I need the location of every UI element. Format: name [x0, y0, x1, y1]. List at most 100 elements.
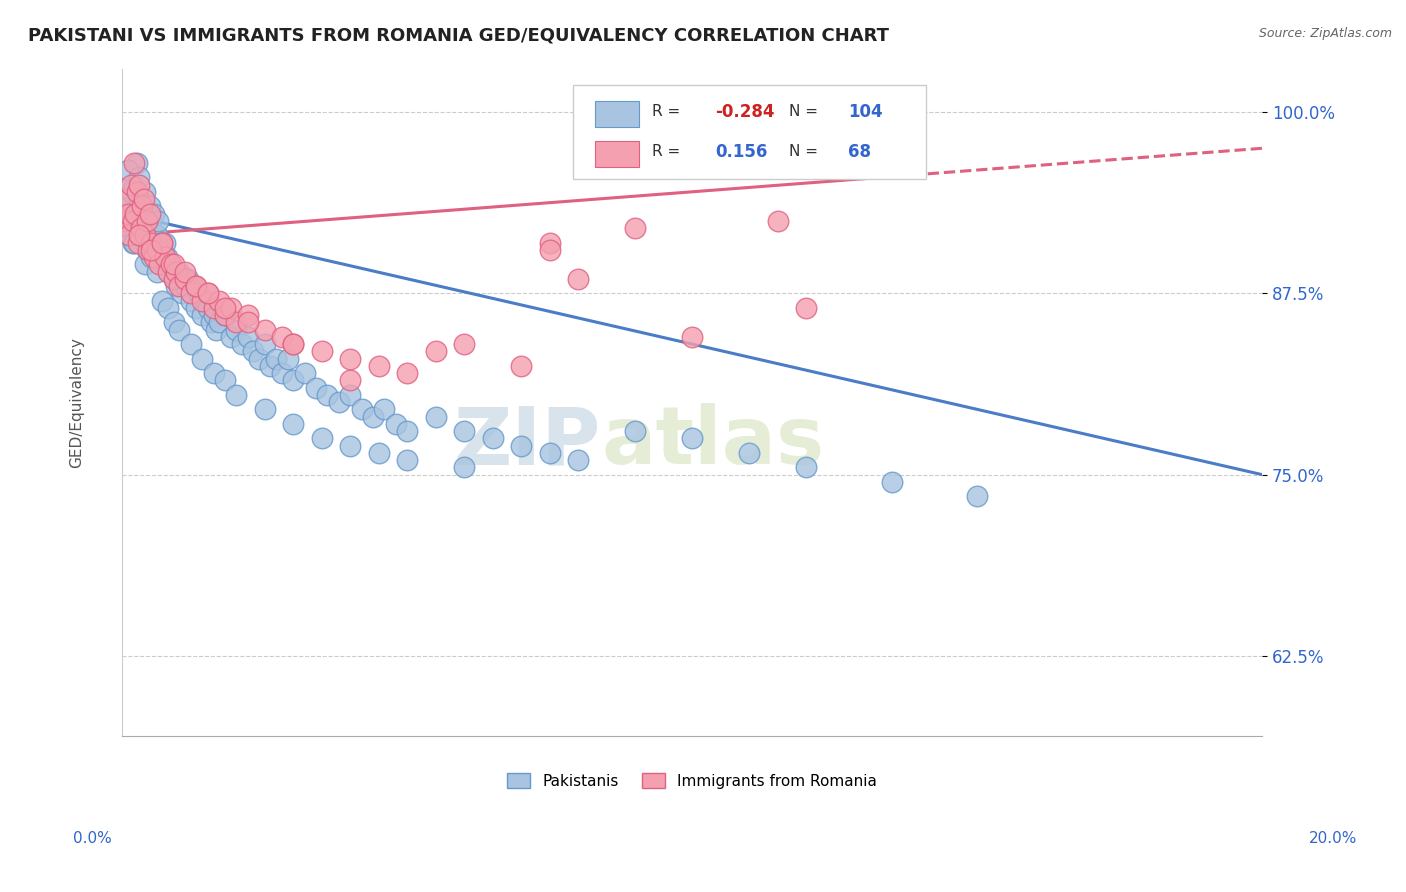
Point: [305, 381, 328, 395]
Text: 104: 104: [848, 103, 883, 121]
Point: [264, 351, 287, 366]
Point: [367, 446, 389, 460]
Point: [794, 460, 817, 475]
Point: [966, 489, 988, 503]
Point: [453, 424, 475, 438]
Point: [117, 163, 139, 178]
Point: [124, 206, 146, 220]
Point: [214, 373, 236, 387]
Point: [197, 301, 219, 315]
Point: [148, 214, 170, 228]
Point: [135, 243, 157, 257]
Point: [538, 235, 561, 250]
Point: [328, 395, 350, 409]
Point: [156, 301, 179, 315]
Point: [311, 344, 333, 359]
Point: [142, 206, 165, 220]
Point: [316, 388, 339, 402]
Point: [153, 257, 176, 271]
Point: [153, 250, 176, 264]
Point: [128, 192, 150, 206]
Point: [214, 301, 236, 315]
Point: [339, 351, 361, 366]
Point: [242, 344, 264, 359]
Text: R =: R =: [652, 145, 681, 160]
Point: [132, 192, 155, 206]
Text: PAKISTANI VS IMMIGRANTS FROM ROMANIA GED/EQUIVALENCY CORRELATION CHART: PAKISTANI VS IMMIGRANTS FROM ROMANIA GED…: [28, 27, 889, 45]
Point: [156, 264, 179, 278]
Point: [453, 460, 475, 475]
Point: [361, 409, 384, 424]
Point: [127, 235, 149, 250]
Point: [385, 417, 408, 431]
Point: [202, 301, 225, 315]
Point: [134, 185, 156, 199]
Point: [124, 206, 146, 220]
Point: [225, 315, 247, 329]
Point: [150, 293, 173, 308]
Point: [681, 330, 703, 344]
Point: [162, 315, 184, 329]
Bar: [595, 101, 638, 127]
Point: [738, 446, 761, 460]
Point: [191, 351, 214, 366]
Point: [681, 431, 703, 445]
Point: [145, 250, 167, 264]
Point: [128, 228, 150, 243]
Point: [139, 243, 162, 257]
Point: [253, 402, 276, 417]
Point: [156, 264, 179, 278]
Point: [270, 366, 292, 380]
Point: [128, 170, 150, 185]
Point: [150, 235, 173, 250]
Point: [115, 192, 138, 206]
Point: [138, 206, 160, 220]
Point: [129, 228, 152, 243]
Point: [202, 366, 225, 380]
Point: [134, 257, 156, 271]
Point: [162, 257, 184, 271]
Point: [142, 250, 165, 264]
Point: [180, 293, 202, 308]
Point: [283, 337, 305, 351]
Point: [350, 402, 373, 417]
Point: [131, 206, 153, 220]
Point: [294, 366, 316, 380]
Point: [166, 264, 188, 278]
Text: R =: R =: [652, 104, 681, 120]
Legend: Pakistanis, Immigrants from Romania: Pakistanis, Immigrants from Romania: [502, 766, 883, 795]
Point: [148, 250, 170, 264]
Point: [132, 221, 155, 235]
Point: [567, 272, 589, 286]
Point: [131, 199, 153, 213]
Text: 0.0%: 0.0%: [73, 831, 112, 846]
Point: [188, 286, 211, 301]
Point: [253, 337, 276, 351]
Point: [624, 424, 647, 438]
Point: [169, 264, 191, 278]
Point: [205, 322, 228, 336]
Point: [177, 272, 200, 286]
Point: [122, 156, 145, 170]
Point: [186, 301, 208, 315]
Text: GED/Equivalency: GED/Equivalency: [69, 336, 84, 467]
Text: 0.156: 0.156: [716, 143, 768, 161]
Point: [174, 272, 197, 286]
Point: [794, 301, 817, 315]
Point: [425, 409, 447, 424]
Point: [141, 235, 163, 250]
Text: N =: N =: [789, 104, 818, 120]
Point: [162, 272, 184, 286]
Point: [236, 315, 259, 329]
Point: [339, 439, 361, 453]
Point: [120, 185, 142, 199]
Point: [120, 178, 142, 192]
Point: [259, 359, 281, 373]
Point: [236, 330, 259, 344]
Point: [283, 373, 305, 387]
Point: [510, 359, 533, 373]
Point: [880, 475, 903, 489]
Text: Source: ZipAtlas.com: Source: ZipAtlas.com: [1258, 27, 1392, 40]
Point: [236, 308, 259, 322]
Point: [339, 388, 361, 402]
